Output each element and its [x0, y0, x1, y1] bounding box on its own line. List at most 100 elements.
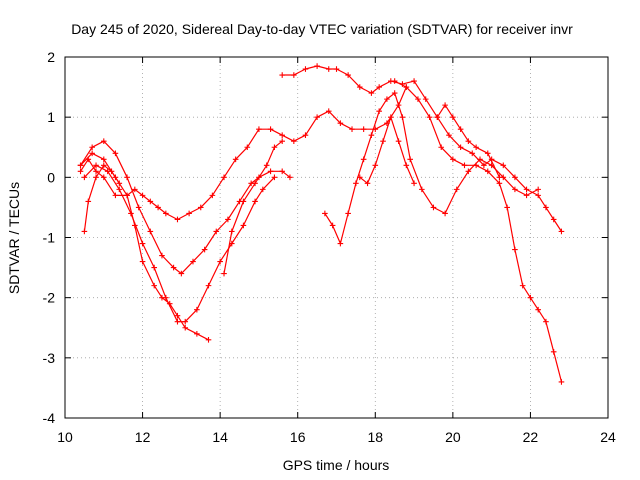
data-point [100, 156, 107, 163]
data-point [240, 222, 247, 229]
data-point [151, 282, 158, 289]
data-point [360, 126, 367, 132]
data-point [147, 198, 154, 205]
data-point [77, 162, 84, 169]
data-point [93, 174, 99, 181]
data-point [209, 192, 216, 199]
series-line [359, 116, 415, 184]
data-point [500, 162, 507, 169]
data-point [291, 138, 297, 145]
y-tick-label: 1 [47, 109, 55, 125]
data-point [213, 228, 220, 235]
data-point [329, 222, 336, 229]
grid-lines [65, 57, 608, 418]
data-point [139, 240, 146, 247]
data-point [512, 174, 518, 181]
data-point [205, 282, 212, 289]
data-series [77, 63, 565, 385]
data-point [287, 174, 293, 181]
y-tick-label: -1 [43, 230, 56, 246]
data-point [550, 216, 557, 223]
data-point [314, 114, 320, 120]
data-point [77, 168, 84, 175]
data-point [205, 336, 212, 343]
data-point [353, 180, 359, 187]
data-point [100, 162, 107, 169]
data-point [384, 96, 390, 102]
data-point [139, 192, 146, 199]
data-point [360, 156, 367, 163]
data-point [166, 300, 173, 307]
y-tick-label: -2 [43, 290, 56, 306]
series-H [391, 78, 565, 385]
data-point [116, 180, 123, 187]
data-point [407, 156, 413, 163]
data-point [496, 174, 503, 181]
series-line [436, 104, 500, 178]
data-point [89, 150, 95, 157]
data-point [512, 186, 518, 193]
x-tick-label: 10 [57, 429, 73, 445]
data-point [465, 138, 472, 145]
data-point [256, 126, 262, 132]
data-point [442, 102, 448, 108]
data-point [228, 228, 235, 235]
data-point [240, 198, 247, 205]
data-point [481, 162, 487, 169]
data-point [523, 186, 530, 193]
x-axis-label: GPS time / hours [283, 457, 390, 473]
data-point [182, 324, 189, 331]
data-point [116, 186, 123, 193]
data-point [403, 162, 410, 169]
data-point [391, 90, 398, 96]
x-tick-label: 18 [367, 429, 383, 445]
data-point [252, 180, 258, 187]
data-point [469, 150, 476, 157]
data-point [159, 294, 165, 301]
data-point [159, 252, 165, 259]
x-tick-label: 22 [523, 429, 539, 445]
data-point [550, 349, 557, 355]
x-tick-label: 14 [212, 429, 228, 445]
data-point [135, 204, 142, 211]
data-point [124, 192, 130, 199]
data-point [376, 84, 382, 90]
data-point [457, 126, 464, 132]
data-point [496, 180, 503, 187]
data-point [368, 132, 375, 139]
data-point [232, 156, 239, 163]
data-point [376, 108, 382, 114]
data-point [426, 114, 433, 120]
data-point [477, 156, 483, 163]
data-point [279, 168, 285, 175]
data-point [403, 84, 410, 90]
data-point [174, 216, 181, 223]
data-point [337, 240, 344, 247]
data-point [194, 330, 200, 337]
data-point [512, 246, 518, 253]
data-point [453, 186, 460, 193]
data-point [186, 210, 192, 217]
data-point [174, 318, 181, 325]
data-point [93, 168, 99, 175]
series-K [434, 102, 503, 181]
data-point [438, 144, 445, 151]
data-point [267, 126, 274, 132]
data-point [252, 198, 258, 205]
data-point [217, 258, 223, 265]
data-point [271, 144, 278, 151]
data-point [461, 162, 468, 169]
x-tick-label: 16 [290, 429, 306, 445]
series-line [83, 164, 120, 232]
data-point [558, 228, 565, 235]
data-point [322, 210, 328, 217]
data-point [337, 120, 344, 126]
series-I [322, 90, 541, 247]
data-point [333, 66, 340, 72]
data-point [81, 174, 88, 181]
data-point [450, 156, 456, 163]
series-J [356, 114, 417, 187]
data-point [543, 318, 549, 325]
chart-title: Day 245 of 2020, Sidereal Day-to-day VTE… [71, 21, 573, 37]
